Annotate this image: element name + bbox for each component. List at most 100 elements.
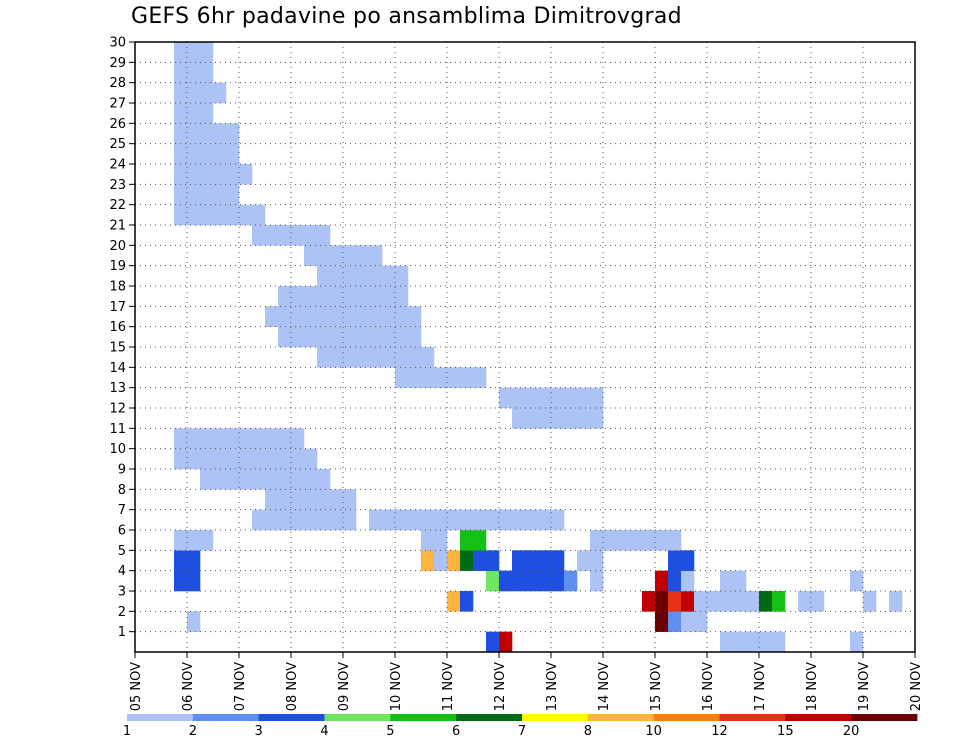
heatmap-cell [317, 326, 331, 348]
heatmap-cell [291, 286, 305, 307]
heatmap-cell [668, 611, 682, 632]
heatmap-cell [239, 204, 253, 226]
heatmap-cell [226, 164, 240, 185]
y-tick-label: 10 [109, 442, 126, 457]
heatmap-cell [343, 326, 357, 348]
heatmap-cell [330, 489, 344, 510]
heatmap-cell [200, 103, 214, 124]
heatmap-cell [720, 570, 734, 592]
heatmap-cell [291, 225, 305, 246]
heatmap-cell [278, 509, 292, 531]
heatmap-cell [447, 367, 461, 388]
heatmap-cell [369, 286, 383, 307]
heatmap-cell [681, 570, 695, 592]
heatmap-cell [187, 143, 201, 165]
heatmap-cell [317, 469, 331, 490]
heatmap-cell [187, 184, 201, 205]
heatmap-cell [304, 306, 318, 327]
heatmap-cell [499, 509, 513, 531]
y-tick-label: 28 [109, 76, 126, 91]
heatmap-cell [304, 489, 318, 510]
heatmap-cell [213, 184, 227, 205]
heatmap-cell [434, 509, 448, 531]
heatmap-cell [759, 631, 773, 653]
heatmap-cell [252, 225, 266, 246]
heatmap-cell [252, 204, 266, 226]
heatmap-cell [330, 286, 344, 307]
heatmap-cell [590, 387, 604, 409]
heatmap-cell [382, 286, 396, 307]
heatmap-cell [668, 550, 682, 571]
heatmap-cell [213, 204, 227, 226]
heatmap-cell [252, 428, 266, 449]
heatmap-cell [343, 509, 357, 531]
heatmap-cell [239, 428, 253, 449]
heatmap-cell [200, 428, 214, 449]
heatmap-cell [252, 509, 266, 531]
heatmap-cell [174, 448, 188, 470]
heatmap-cell [317, 306, 331, 327]
heatmap-cell [473, 550, 487, 571]
heatmap-cell [395, 286, 409, 307]
y-tick-label: 14 [109, 361, 126, 376]
heatmap-cell [863, 591, 877, 612]
heatmap-cell [655, 591, 669, 612]
heatmap-cell [564, 408, 578, 429]
colorbar-label: 1 [123, 724, 131, 739]
heatmap-cell [538, 387, 552, 409]
heatmap-cell [187, 550, 201, 571]
heatmap-cell [473, 530, 487, 551]
y-tick-label: 25 [109, 137, 126, 152]
heatmap-cell [538, 570, 552, 592]
heatmap-cell [265, 469, 279, 490]
heatmap-cell [746, 591, 760, 612]
heatmap-cell [655, 530, 669, 551]
heatmap-cell [434, 530, 448, 551]
heatmap-cell [187, 42, 201, 63]
heatmap-cell [304, 509, 318, 531]
heatmap-cell [421, 530, 435, 551]
heatmap-cell [460, 550, 474, 571]
heatmap-cell [694, 611, 708, 632]
heatmap-cell [577, 408, 591, 429]
colorbar-segment [390, 714, 457, 721]
heatmap-cell [304, 326, 318, 348]
heatmap-cell [499, 631, 513, 653]
heatmap-cell [369, 326, 383, 348]
y-tick-label: 15 [109, 341, 126, 356]
heatmap-cell [200, 42, 214, 63]
colorbar-segment [258, 714, 325, 721]
heatmap-cell [733, 570, 747, 592]
heatmap-cell [369, 265, 383, 287]
heatmap-cell [356, 286, 370, 307]
heatmap-cell [330, 326, 344, 348]
x-tick-label: 15 NOV [649, 662, 664, 711]
heatmap-cell [317, 265, 331, 287]
heatmap-cell [278, 428, 292, 449]
heatmap-cell [291, 509, 305, 531]
heatmap-cell [512, 408, 526, 429]
heatmap-cell [356, 326, 370, 348]
heatmap-cell [330, 245, 344, 266]
heatmap-cell [369, 347, 383, 368]
heatmap-cell [200, 469, 214, 490]
colorbar-label: 15 [777, 724, 794, 739]
heatmap-cell [681, 550, 695, 571]
heatmap-cell [486, 570, 500, 592]
heatmap-cell [317, 489, 331, 510]
heatmap-cell [239, 469, 253, 490]
heatmap-cell [213, 82, 227, 104]
heatmap-cell [291, 448, 305, 470]
heatmap-cell [187, 62, 201, 83]
heatmap-cell [291, 326, 305, 348]
heatmap-cell [278, 225, 292, 246]
colorbar-label: 3 [255, 724, 263, 739]
heatmap-cell [382, 306, 396, 327]
heatmap-cell [187, 204, 201, 226]
heatmap-cell [772, 631, 786, 653]
heatmap-cell [447, 550, 461, 571]
heatmap-cell [239, 448, 253, 470]
heatmap-cell [174, 164, 188, 185]
heatmap-cell [395, 265, 409, 287]
colorbar-segment [192, 714, 260, 721]
